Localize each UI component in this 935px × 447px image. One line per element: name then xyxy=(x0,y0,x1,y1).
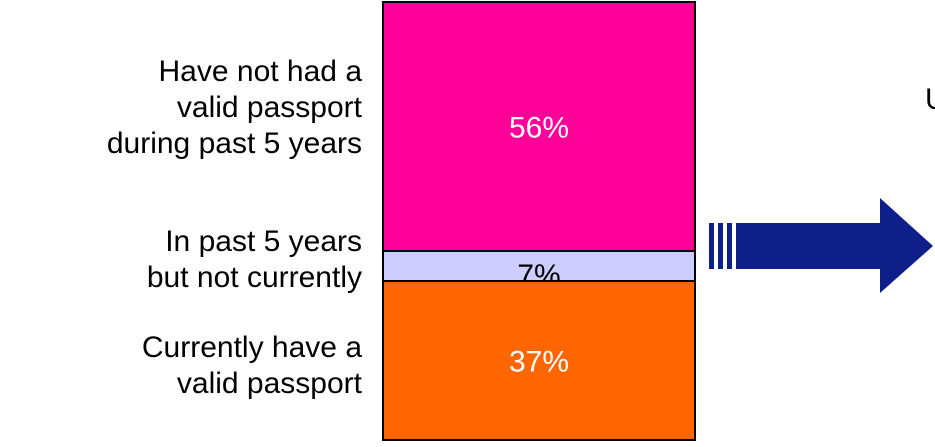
label-no-passport: Have not had a valid passport during pas… xyxy=(106,55,362,160)
segment-current-passport xyxy=(382,280,696,441)
truncated-text: U xyxy=(925,82,935,118)
segment-past-not-current xyxy=(382,250,696,282)
label-current-passport: Currently have a valid passport xyxy=(141,331,362,400)
right-arrow-icon xyxy=(709,198,933,293)
label-past-not-current: In past 5 years but not currently xyxy=(146,225,362,294)
segment-no-passport xyxy=(382,1,696,252)
value-label-no-passport: 56% xyxy=(509,112,569,145)
value-label-current-passport: 37% xyxy=(509,346,569,379)
